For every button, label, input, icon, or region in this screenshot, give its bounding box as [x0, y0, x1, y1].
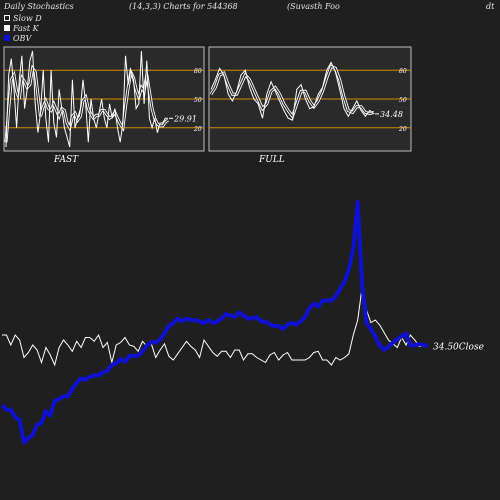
legend-label-fast-k: Fast K: [13, 23, 39, 33]
company-name-tail: dt: [486, 2, 495, 11]
fast-panel-label: FAST: [53, 155, 79, 165]
fast-tick-label-20: 20: [193, 126, 202, 133]
legend-swatch-fast-k: [4, 25, 10, 31]
chart-params: (14,3,3) Charts for 544368: [129, 2, 238, 11]
close-value-label: 34.50Close: [433, 342, 484, 352]
fast-last-value-label: 29.91: [173, 114, 197, 123]
full-last-value-label: 34.48: [380, 110, 403, 119]
full-tick-label-80: 80: [399, 68, 407, 75]
legend-label-slow-d: Slow D: [13, 13, 42, 23]
full-slow-d-line: [210, 65, 375, 118]
legend: Slow D Fast K OBV: [4, 13, 42, 43]
obv-line: [0, 200, 428, 445]
legend-item-slow-d: Slow D: [4, 13, 42, 23]
legend-item-obv: OBV: [4, 33, 42, 43]
full-fast-k-line: [210, 61, 375, 121]
fast-fast-k-line: [5, 50, 169, 148]
full-tick-label-50: 50: [399, 97, 407, 104]
full-tick-label-20: 20: [398, 126, 407, 133]
fast-tick-label-80: 80: [194, 68, 202, 75]
full-panel-label: FULL: [258, 155, 285, 165]
legend-label-obv: OBV: [13, 33, 32, 43]
legend-swatch-slow-d: [4, 15, 10, 21]
chart-title: Daily Stochastics: [4, 2, 74, 11]
close-price-line: [2, 287, 428, 367]
legend-item-fast-k: Fast K: [4, 23, 42, 33]
legend-swatch-obv: [4, 35, 10, 41]
company-name: (Suvasth Foo: [287, 2, 340, 11]
fast-tick-label-50: 50: [194, 97, 202, 104]
